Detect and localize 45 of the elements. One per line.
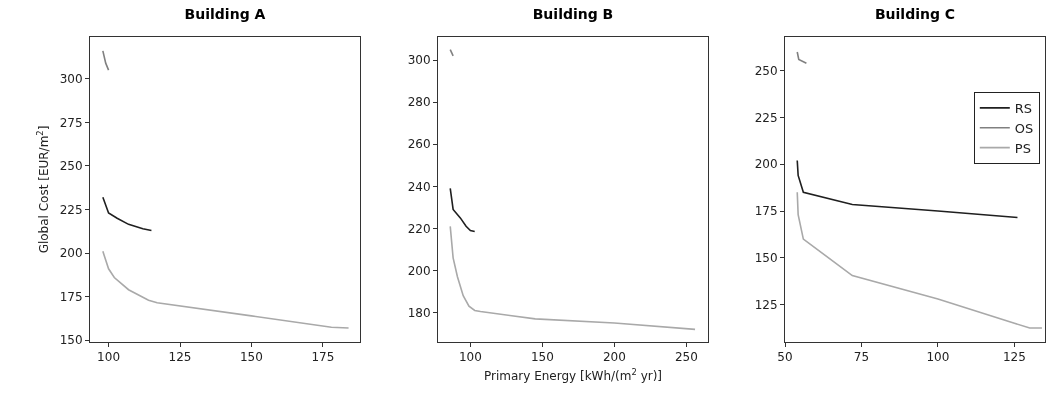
y-tick-label: 225 (754, 110, 778, 125)
x-axis-title: Primary Energy [kWh/(m$^{2}$ yr)] (483, 367, 663, 384)
legend-label: OS (1014, 120, 1034, 136)
chart-title: Building A (184, 6, 266, 23)
line-series (102, 196, 153, 232)
x-tick-label: 175 (311, 350, 335, 365)
chart-title: Building B (532, 6, 614, 23)
line-series (449, 187, 476, 233)
y-tick-label: 275 (59, 115, 83, 130)
legend-label: RS (1014, 100, 1033, 116)
x-tick-label: 100 (97, 350, 121, 365)
x-tick-label: 150 (239, 350, 263, 365)
x-tick-label: 100 (458, 350, 482, 365)
chart-title: Building C (874, 6, 956, 23)
line-series (102, 250, 350, 329)
y-tick-label: 240 (407, 179, 431, 194)
y-tick-label: 300 (407, 53, 431, 68)
line-series (449, 225, 696, 331)
y-tick-label: 125 (754, 297, 778, 312)
y-tick-label: 280 (407, 95, 431, 110)
x-tick-label: 50 (777, 350, 793, 365)
x-tick-label: 75 (853, 350, 870, 365)
y-tick-label: 200 (754, 157, 778, 172)
y-tick-label: 260 (407, 137, 431, 152)
x-tick-label: 125 (168, 350, 192, 365)
y-tick-label: 225 (59, 202, 83, 217)
y-tick-label: 175 (59, 289, 83, 304)
x-tick-label: 150 (530, 350, 554, 365)
line-series (796, 191, 1043, 329)
y-tick-label: 150 (754, 251, 778, 265)
y-tick-label: 220 (407, 221, 431, 236)
y-tick-label: 250 (754, 63, 778, 78)
y-tick-label: 200 (407, 263, 431, 278)
y-tick-label: 300 (59, 72, 83, 87)
y-tick-label: 150 (59, 333, 83, 348)
y-tick-label: 250 (59, 159, 83, 174)
x-tick-label: 100 (926, 350, 950, 365)
x-tick-label: 125 (1002, 350, 1026, 365)
y-tick-label: 180 (407, 305, 431, 320)
x-tick-label: 250 (674, 350, 698, 365)
legend-label: PS (1014, 140, 1031, 156)
line-series (796, 159, 1019, 219)
y-tick-label: 200 (59, 246, 83, 261)
x-tick-label: 200 (602, 350, 626, 365)
y-tick-label: 175 (754, 204, 778, 219)
